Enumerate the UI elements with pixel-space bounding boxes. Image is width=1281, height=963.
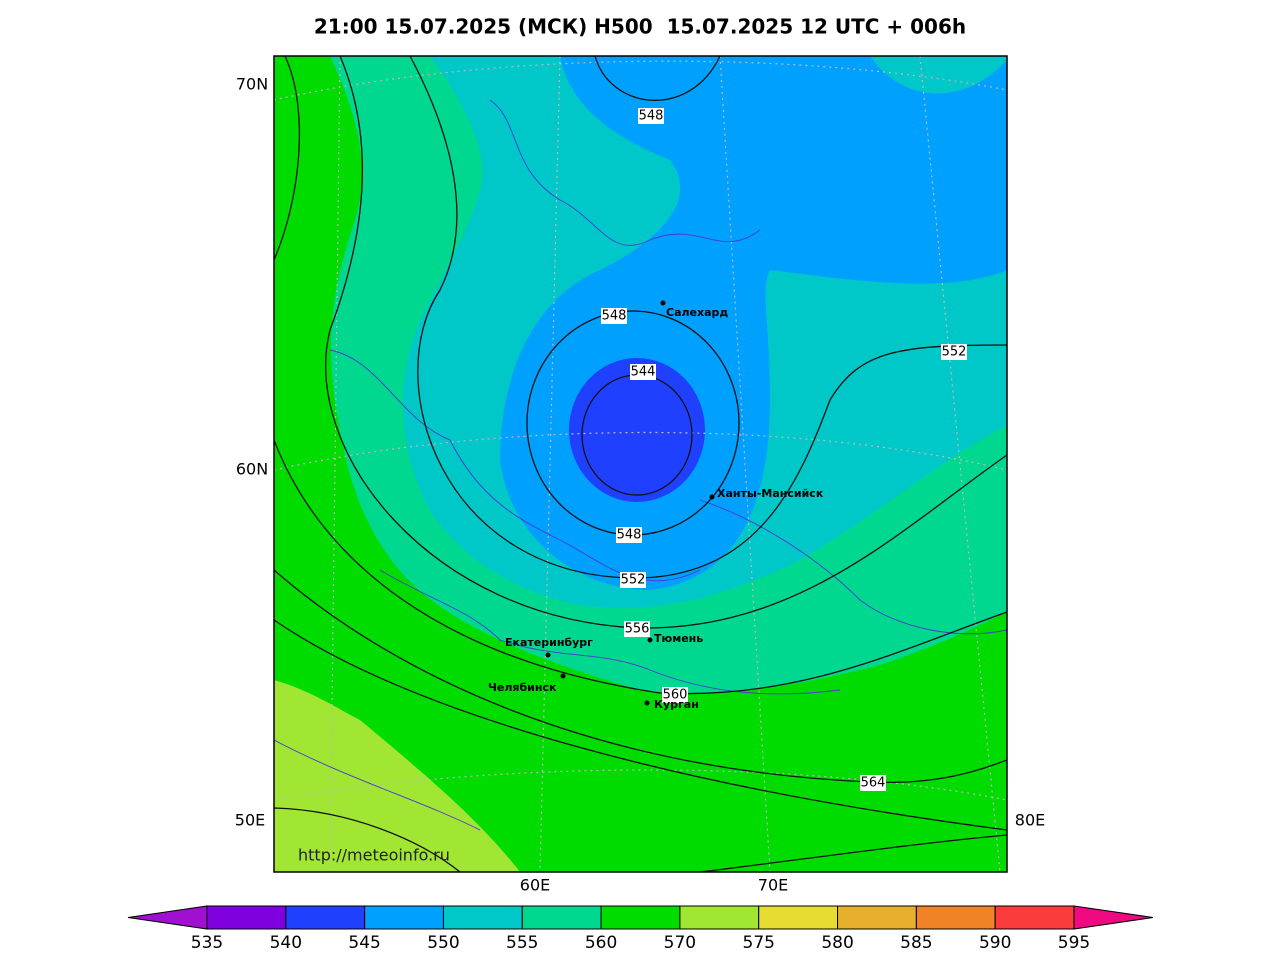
colorbar-tick-label: 575	[743, 933, 775, 953]
colorbar-segment	[837, 905, 917, 930]
map	[274, 56, 1007, 872]
contour-label-box	[601, 308, 627, 324]
contour-label: 556	[625, 622, 650, 637]
colorbar: 535 540 545 550 555 560 570 575 580 585 590 595	[127, 905, 1154, 953]
colorbar-segment	[206, 905, 287, 930]
colorbar-tick-label: 590	[979, 933, 1011, 953]
source-url: http://meteoinfo.ru	[298, 846, 450, 865]
colorbar-segment	[442, 905, 523, 930]
colorbar-tick-label: 580	[821, 933, 853, 953]
contour-label-box	[638, 108, 664, 124]
colorbar-segment	[364, 905, 444, 930]
colorbar-arrow	[127, 905, 208, 930]
city-name: Ханты-Мансийск	[717, 487, 824, 500]
contour-label: 548	[639, 109, 664, 124]
colorbar-tick-label: 555	[506, 933, 538, 953]
colorbar-segment	[679, 905, 760, 930]
colorbar-arrow	[1073, 905, 1154, 930]
contour-label-box	[620, 572, 646, 588]
contour-label-box	[616, 527, 642, 543]
map-frame	[273, 55, 1008, 873]
city-dot	[560, 673, 566, 679]
title: 21:00 15.07.2025 (МСК) H500 15.07.2025 1…	[314, 15, 966, 39]
contour-label: 560	[663, 688, 688, 703]
city-name: Челябинск	[488, 681, 557, 694]
city-name: Салехард	[666, 306, 728, 319]
city-dot	[545, 652, 551, 658]
contour-label-box	[941, 344, 967, 360]
city-dot	[644, 700, 650, 706]
colorbar-segment	[285, 905, 366, 930]
lat-label: 70N	[236, 75, 268, 94]
contour-label: 564	[861, 776, 886, 791]
contour-label: 552	[621, 573, 646, 588]
colorbar-tick-label: 540	[270, 933, 302, 953]
colorbar-segment	[600, 905, 681, 930]
colorbar-tick-label: 545	[348, 933, 380, 953]
colorbar-tick-label: 570	[664, 933, 696, 953]
colorbar-tick-label: 595	[1058, 933, 1090, 953]
city-dot	[647, 637, 653, 643]
contour-label: 544	[631, 365, 656, 380]
city-name: Екатеринбург	[505, 636, 593, 649]
lon-label: 70E	[758, 876, 788, 895]
contour-label-box	[662, 687, 688, 703]
contour-label: 548	[617, 528, 642, 543]
contour-label: 548	[602, 309, 627, 324]
colorbar-segment	[915, 905, 996, 930]
lat-label: 60N	[236, 460, 268, 479]
colorbar-tick-label: 535	[191, 933, 223, 953]
lon-label: 80E	[1015, 811, 1045, 830]
contour-label: 552	[942, 345, 967, 360]
colorbar-tick-label: 560	[585, 933, 617, 953]
colorbar-segment	[521, 905, 602, 930]
lon-label: 60E	[520, 876, 550, 895]
city-name: Тюмень	[654, 632, 703, 645]
contour-label-box	[630, 364, 656, 380]
colorbar-segment	[994, 905, 1075, 930]
colorbar-segment	[758, 905, 839, 930]
city-dot	[709, 494, 715, 500]
contour-label-box	[624, 621, 650, 637]
colorbar-tick-label: 550	[427, 933, 459, 953]
city-dot	[660, 300, 666, 306]
colorbar-tick-label: 585	[900, 933, 932, 953]
city-name: Курган	[654, 698, 699, 711]
lon-label: 50E	[235, 811, 265, 830]
contour-label-box	[860, 775, 886, 791]
